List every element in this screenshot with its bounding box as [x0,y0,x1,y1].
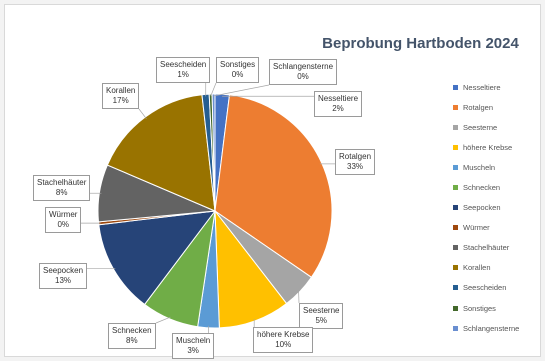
data-label-percent: 5% [315,316,328,325]
legend-swatch [453,185,458,191]
legend-label: Würmer [463,223,490,233]
legend-label: Korallen [463,263,491,273]
legend-swatch [453,205,458,211]
legend-item: Schnecken [453,177,545,197]
data-label-percent: 1% [177,70,189,79]
legend-item: Schlangensterne [453,318,545,338]
data-label-category: Korallen [106,86,136,95]
legend-item: Seepocken [453,198,545,218]
data-label-percent: 3% [187,346,199,355]
legend-label: höhere Krebse [463,142,513,152]
legend-label: Stachelhäuter [463,243,510,253]
data-label-percent: 8% [126,336,138,345]
data-label-category: Rotalgen [339,152,372,161]
leader-line [210,82,217,97]
pie-chart [81,82,335,333]
legend-label: Muscheln [463,162,496,172]
legend-label: Seescheiden [463,283,507,293]
legend-item: Stachelhäuter [453,238,545,258]
legend-swatch [453,325,458,331]
data-label-category: höhere Krebse [257,330,310,339]
pie-slice-rotalgen [214,94,333,278]
data-label: Sonstiges 0% [216,57,260,83]
data-label: Seepocken 13% [39,263,88,289]
data-label-category: Schnecken [112,326,152,335]
data-label-category: Würmer [49,210,78,219]
legend-label: Seesterne [463,122,498,132]
data-label-percent: 8% [55,188,68,197]
data-label: Nesseltiere 2% [314,91,363,117]
legend-item: Korallen [453,258,545,278]
legend-item: höhere Krebse [453,137,545,157]
legend-item: Nesseltiere [453,77,545,97]
pie-slice-seepocken [98,210,217,306]
legend-item: Sonstiges [453,298,545,318]
data-label-percent: 13% [55,276,72,285]
legend-item: Rotalgen [453,97,545,117]
leader-line [155,316,171,324]
data-label: Seescheiden 1% [156,57,211,83]
data-label-category: Sonstiges [220,60,256,69]
data-label: Schnecken 8% [108,323,156,349]
data-label-category: Seepocken [43,266,84,275]
data-label: Korallen 17% [102,83,140,109]
pie-slice-schlangensterne [211,93,216,212]
legend-item: Seesterne [453,117,545,137]
data-label-category: Muscheln [176,336,211,345]
data-label: Seesterne 5% [299,303,344,329]
legend-item: Würmer [453,218,545,238]
legend-swatch [453,245,458,251]
legend-swatch [453,265,458,271]
legend-swatch [453,144,458,150]
leader-line [138,108,147,119]
data-label: Stachelhäuter 8% [33,175,91,201]
legend-item: Seescheiden [453,278,545,298]
legend: Nesseltiere Rotalgen Seesterne höhere Krebs… [453,77,545,338]
data-label-percent: 0% [231,70,244,79]
data-label-category: Schlangensterne [273,62,334,71]
data-label-percent: 17% [112,96,129,105]
legend-swatch [453,285,458,291]
legend-label: Seepocken [463,203,501,213]
legend-swatch [453,225,458,231]
pie-slice-höhere-krebse [214,209,288,329]
legend-swatch [453,124,458,130]
data-label: höhere Krebse 10% [253,327,314,353]
chart-title: Beprobung Hartboden 2024 [322,35,519,52]
data-label-percent: 2% [332,104,344,113]
data-label-percent: 33% [347,162,364,171]
data-label-percent: 0% [297,72,309,81]
data-label: Rotalgen 33% [335,149,376,175]
data-label: Schlangensterne 0% [269,59,338,85]
data-label-percent: 10% [275,340,292,349]
data-label: Muscheln 3% [172,333,215,359]
legend-swatch [453,305,458,311]
legend-label: Schnecken [463,183,501,193]
data-label-category: Seescheiden [160,60,207,69]
legend-swatch [453,164,458,170]
data-label-category: Stachelhäuter [37,178,87,187]
chart-area: Beprobung Hartboden 2024 Nesseltiere 2% Ro… [4,4,541,359]
legend-swatch [453,84,458,90]
data-label-category: Seesterne [303,306,340,315]
legend-label: Rotalgen [463,102,494,112]
legend-swatch [453,104,458,110]
legend-label: Nesseltiere [463,82,501,92]
data-label-percent: 0% [57,220,69,229]
data-label: Würmer 0% [45,207,82,233]
data-label-category: Nesseltiere [318,94,359,103]
legend-label: Schlangensterne [463,323,520,333]
legend-item: Muscheln [453,157,545,177]
leader-line [213,84,270,97]
legend-label: Sonstiges [463,303,496,313]
